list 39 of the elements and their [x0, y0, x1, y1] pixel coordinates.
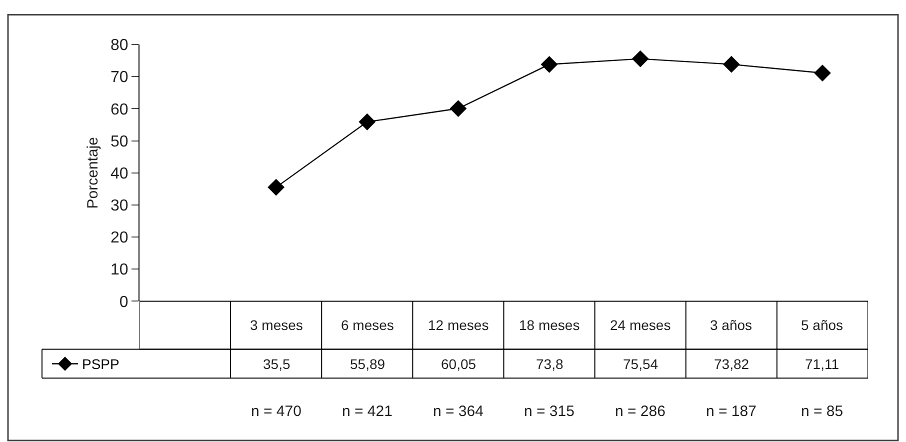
- y-tick-label: 70: [110, 69, 128, 86]
- y-tick-label: 20: [110, 230, 128, 247]
- text: n = 364: [433, 403, 484, 420]
- y-tick-label: 80: [110, 37, 128, 54]
- x-tick-label: 5 años: [801, 317, 844, 333]
- point: [450, 100, 467, 117]
- point: [722, 56, 740, 73]
- x-tick-label: 12 meses: [428, 317, 489, 333]
- y-axis-title: Porcentaje: [84, 137, 102, 209]
- y-tick-label: 40: [110, 165, 128, 182]
- data-label: 71,11: [805, 356, 840, 372]
- point: [358, 113, 376, 130]
- text: n = 315: [524, 403, 574, 420]
- x-tick-label: 3 años: [710, 317, 752, 333]
- x-tick-label: 24 meses: [610, 317, 671, 333]
- data-label: 55,89: [350, 356, 386, 372]
- x-tick-label: 6 meses: [341, 317, 394, 333]
- y-tick-label: 0: [119, 294, 128, 311]
- text: n = 286: [615, 403, 666, 420]
- point: [814, 64, 831, 82]
- point: [540, 56, 558, 73]
- y-tick-label: 50: [110, 133, 128, 150]
- point: [632, 50, 649, 68]
- point: [268, 178, 285, 196]
- text: n = 85: [801, 403, 844, 420]
- x-tick-label: 3 meses: [250, 317, 303, 333]
- y-tick-label: 30: [110, 198, 128, 215]
- data-label: 75,54: [623, 356, 658, 372]
- data-label: 60,05: [441, 356, 476, 372]
- text: n = 421: [342, 403, 392, 420]
- text: n = 187: [706, 403, 756, 420]
- data-label: 73,8: [536, 356, 564, 372]
- data-label: 35,5: [263, 356, 290, 372]
- y-tick-label: 60: [110, 101, 128, 118]
- text: n = 470: [251, 403, 302, 420]
- y-tick-label: 10: [110, 262, 128, 279]
- x-tick-label: 18 meses: [519, 317, 580, 333]
- data-label: 73,82: [714, 356, 750, 372]
- legend-label: PSPP: [82, 356, 120, 372]
